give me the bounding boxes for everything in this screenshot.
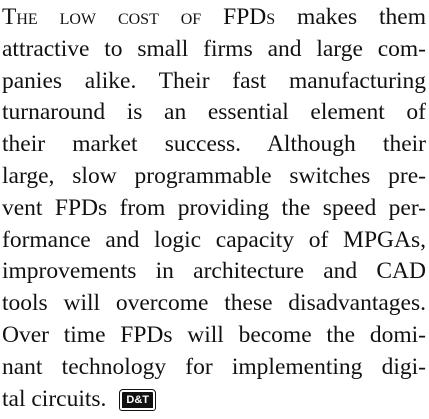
text-line: Over time FPDs will become the domi- [2,320,426,352]
text-line: attractive to small firms and large com- [2,34,426,66]
line-text: improvements in architecture and CAD [2,258,426,285]
line-text: nant technology for implementing digi- [2,353,426,380]
line-text: panies alike. Their fast manufacturing [2,67,426,94]
text-line: formance and logic capacity of MPGAs, [2,225,426,257]
text-line: turnaround is an essential element of [2,97,426,129]
line-text: formance and logic capacity of MPGAs, [2,226,426,253]
text-line: improvements in architecture and CAD [2,256,426,288]
line-text: their market success. Although their [2,131,426,158]
line-text: tools will overcome these disadvantages. [2,290,426,317]
line-text: turnaround is an essential element of [2,99,426,126]
line-text: Over time FPDs will become the domi- [2,321,426,348]
line-text: tal circuits. [2,385,107,412]
text-line: tools will overcome these disadvantages. [2,288,426,320]
lead-in: The low cost of FPDs [2,4,276,30]
text-line: panies alike. Their fast manufacturing [2,66,426,98]
text-line: nant technology for implementing digi- [2,352,426,384]
text-line: large, slow programmable switches pre- [2,161,426,193]
line-text: large, slow programmable switches pre- [2,162,426,189]
text-line: tal circuits. D&T [2,384,426,416]
line-text: makes them [275,4,426,30]
text-line: their market success. Although their [2,129,426,161]
paragraph: The low cost of FPDs makes them attractiv… [2,2,426,415]
text-line: The low cost of FPDs makes them [2,2,426,34]
text-line: vent FPDs from providing the speed per- [2,193,426,225]
line-text: vent FPDs from providing the speed per- [2,194,426,221]
logo: D&T [119,388,157,411]
line-text: attractive to small firms and large com- [2,35,426,62]
